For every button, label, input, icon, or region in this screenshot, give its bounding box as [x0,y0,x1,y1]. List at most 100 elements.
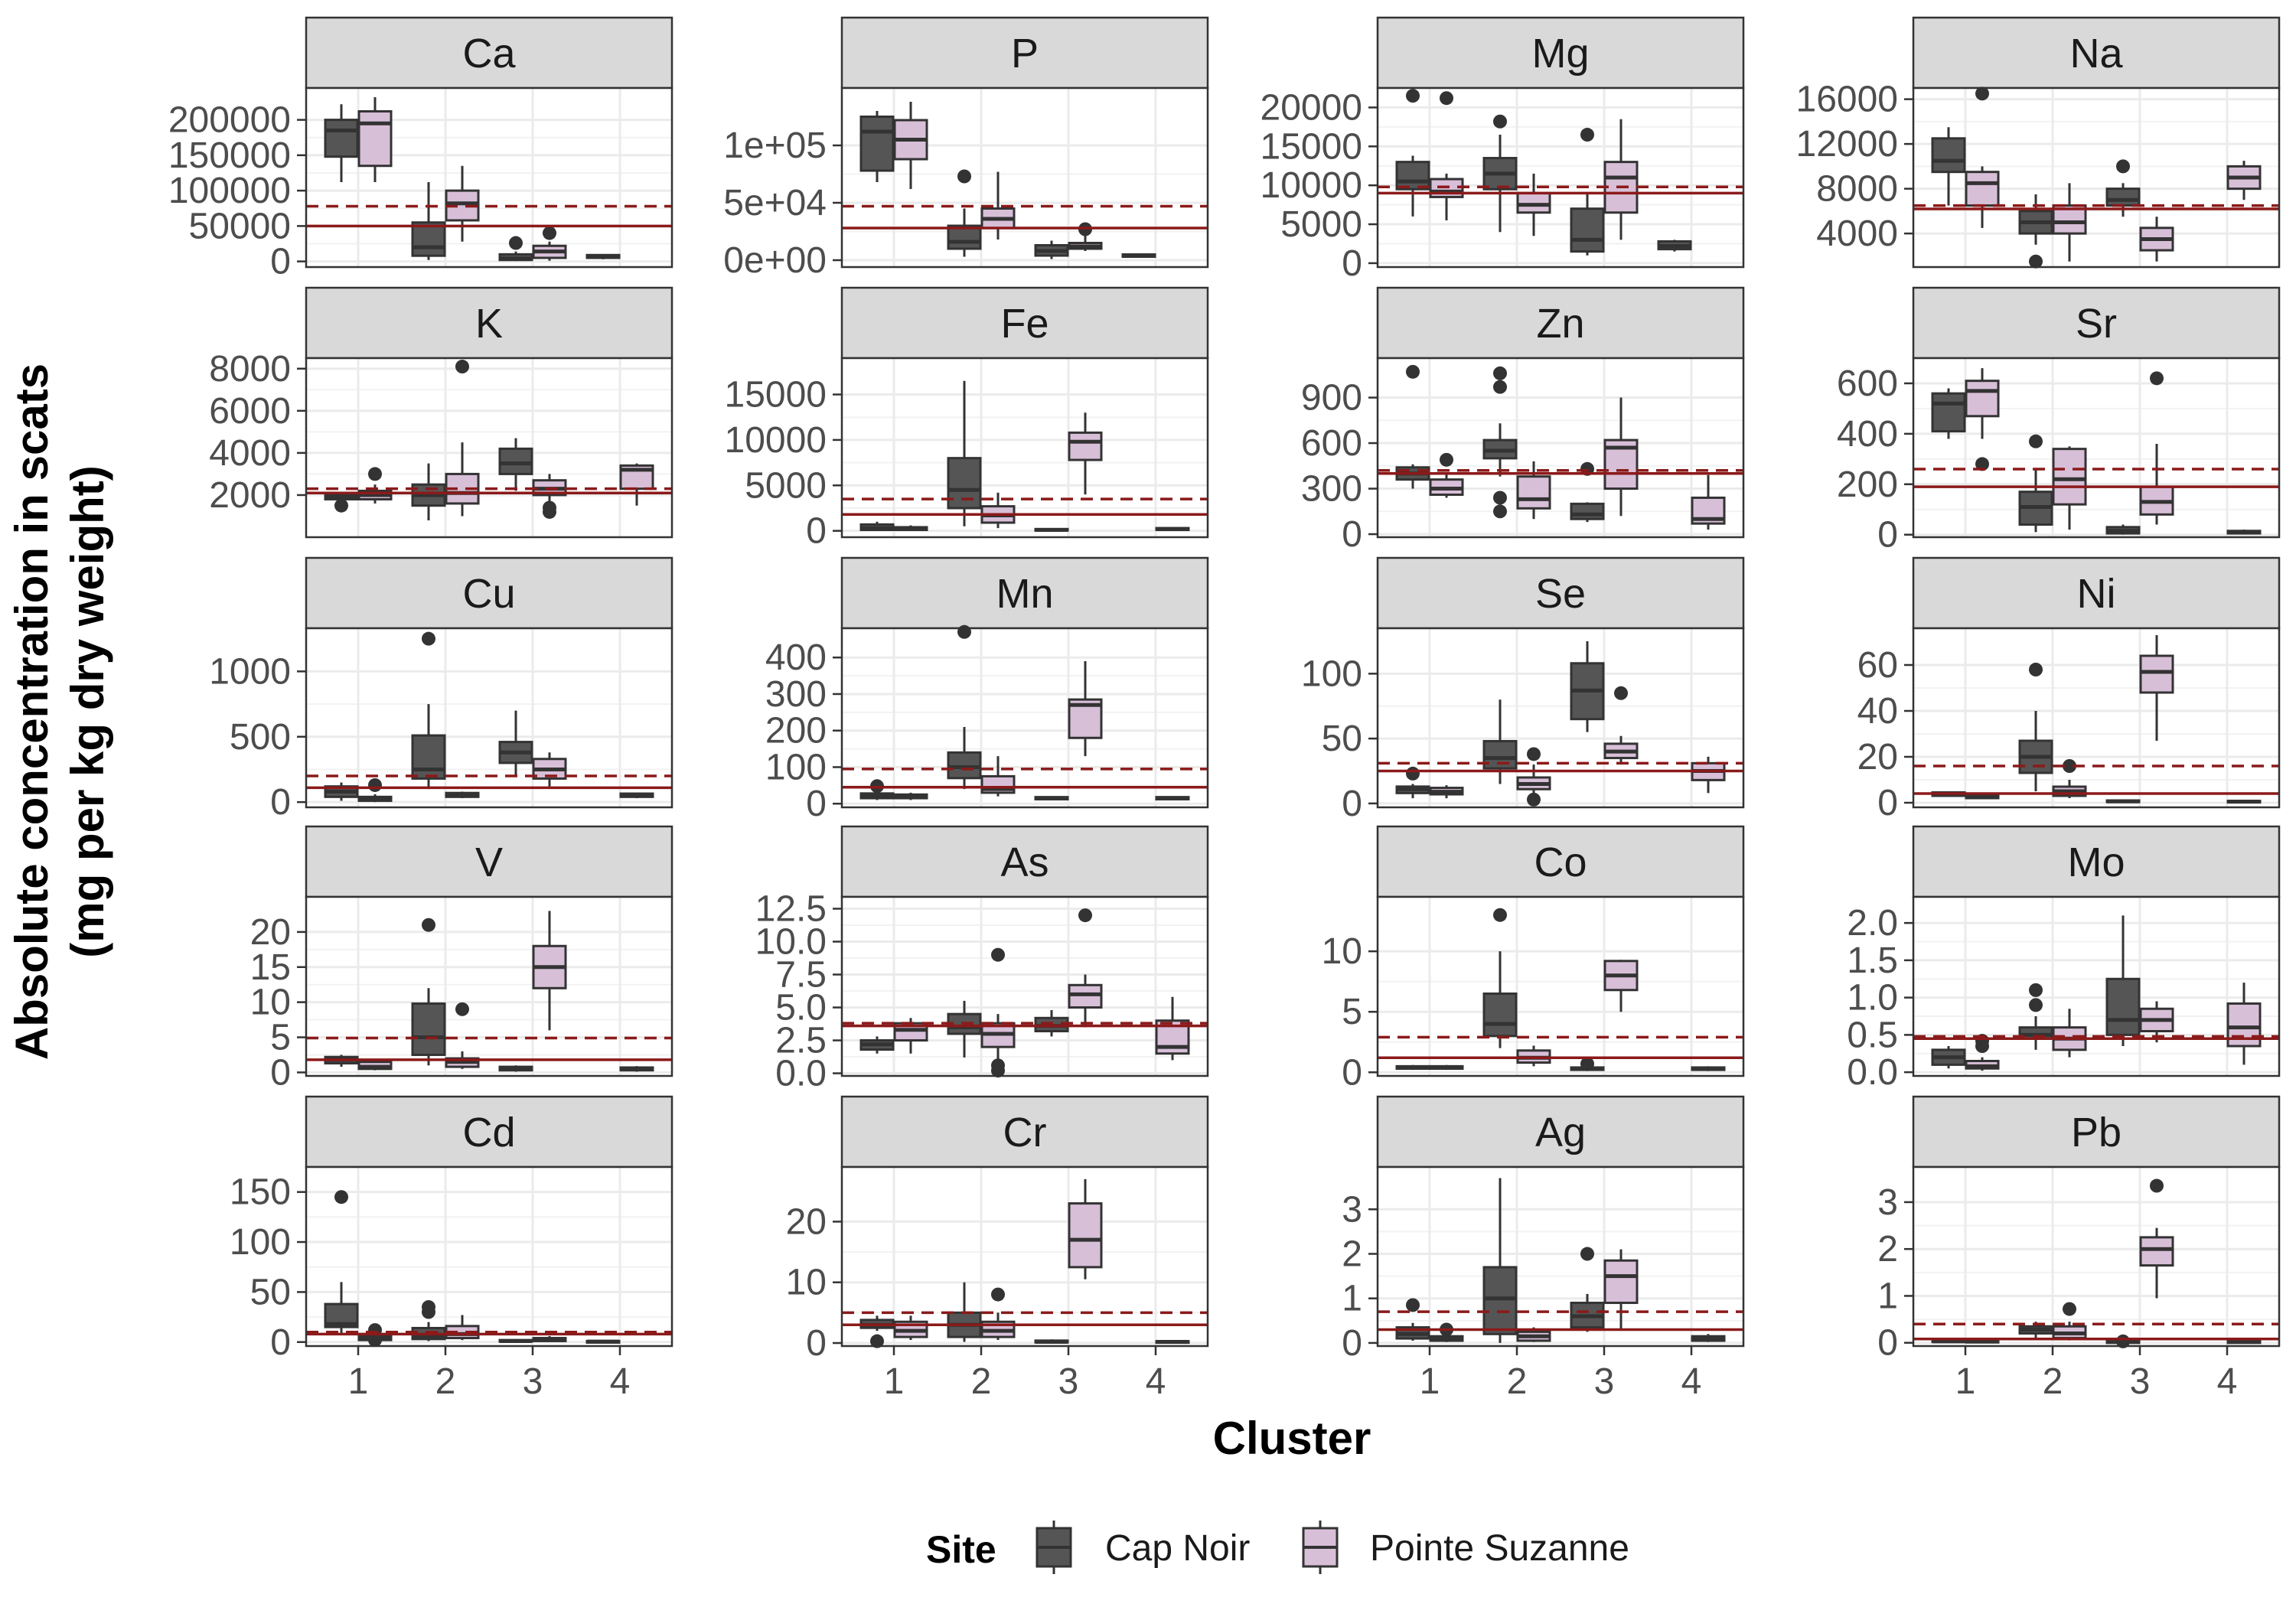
y-tick-label: 1000 [209,651,291,692]
y-tick-label: 10 [250,983,291,1023]
outlier-point [1493,908,1507,922]
y-tick-label: 0.0 [775,1054,827,1094]
y-tick-label: 5 [270,1018,291,1058]
box-sr-cluster2-pointe-suzanne [2052,446,2087,530]
y-tick-label: 8000 [209,349,291,390]
plot-area-mn [842,628,1208,807]
plot-area-co [1378,897,1743,1076]
panel-border [1912,86,2281,269]
box-mn-cluster1-pointe-suzanne [893,792,928,800]
y-tick-label: 0 [1342,1323,1362,1364]
box-body [947,224,982,250]
box-body [2139,1236,2174,1267]
strip-label-mo: Mo [2067,839,2125,885]
box-mg-cluster1-cap-noir [1395,89,1430,217]
box-mn-cluster3-pointe-suzanne [1068,660,1103,757]
strip-label-cd: Cd [462,1110,515,1156]
plot-area-mo [1913,897,2279,1076]
box-body [1931,392,1966,433]
panel-border [1376,627,1745,809]
y-tick-label: 600 [1301,423,1362,464]
y-tick-label: 0 [1877,1323,1898,1364]
outlier-point [422,1305,435,1319]
strip-label-pb: Pb [2071,1110,2122,1156]
panel-border [1912,1165,2281,1348]
outlier-point [2063,759,2076,773]
y-tick-label: 0 [806,511,827,552]
outlier-point [1580,1247,1594,1261]
y-tick-label: 10 [1322,931,1362,972]
outlier-point [1078,908,1092,923]
box-sr-cluster3-cap-noir [2105,524,2141,535]
y-tick-label: 4000 [209,433,291,474]
outlier-point [991,1287,1005,1302]
box-ca-cluster3-cap-noir [498,236,533,262]
outlier-point [2029,663,2043,676]
y-tick-label: 5.0 [775,988,827,1028]
box-pb-cluster2-pointe-suzanne [2052,1302,2087,1341]
plot-area-ni [1913,628,2279,807]
outlier-point [1440,91,1453,106]
box-ni-cluster2-pointe-suzanne [2052,759,2087,798]
panel-border [1912,357,2281,539]
strip-label-v: V [475,839,503,885]
box-pb-cluster4-pointe-suzanne [2226,1339,2262,1345]
outlier-point [1493,366,1507,380]
box-body [498,447,533,475]
box-body [324,119,359,158]
box-zn-cluster3-pointe-suzanne [1603,397,1639,517]
box-se-cluster3-pointe-suzanne [1603,686,1639,765]
box-co-cluster2-cap-noir [1482,908,1518,1048]
y-tick-label: 300 [765,674,827,715]
box-fe-cluster4-pointe-suzanne [1155,526,1190,531]
box-co-cluster3-pointe-suzanne [1603,960,1639,1012]
box-p-cluster3-cap-noir [1034,240,1069,259]
y-tick-label: 1 [1342,1279,1362,1319]
box-cu-cluster4-pointe-suzanne [619,792,654,799]
y-tick-label: 600 [1837,363,1898,404]
panel-border [305,357,673,539]
outlier-point [368,777,382,792]
y-tick-label: 400 [765,637,827,678]
y-tick-label: 0 [1877,515,1898,556]
y-tick-label: 0 [270,782,291,823]
box-mn-cluster2-cap-noir [947,624,982,790]
y-tick-label: 5 [1342,992,1362,1032]
outlier-point [1580,1057,1594,1071]
y-tick-label: 1.0 [1847,978,1898,1019]
outlier-point [334,498,348,513]
box-cr-cluster3-pointe-suzanne [1068,1178,1103,1279]
box-na-cluster3-pointe-suzanne [2139,217,2174,262]
panel-border [1912,627,2281,809]
panel-cr: Cr 0 10 20 1 2 3 4 [786,1095,1209,1402]
y-tick-label: 150 [230,1172,291,1213]
box-se-cluster2-cap-noir [1482,699,1518,784]
box-sr-cluster4-pointe-suzanne [2226,530,2262,535]
x-tick-label: 1 [1420,1361,1440,1402]
box-ni-cluster3-cap-noir [2105,799,2141,804]
box-cu-cluster2-cap-noir [411,631,446,790]
panel-pb: Pb 0 1 2 3 1 2 3 4 [1877,1095,2281,1402]
box-body [1570,502,1605,520]
box-cu-cluster3-cap-noir [498,710,533,777]
y-tick-label: 150000 [168,135,291,176]
y-tick-label: 0 [1342,243,1362,284]
x-tick-label: 2 [435,1361,456,1402]
box-body [1965,380,2000,418]
plot-area-mg [1378,88,1743,267]
outlier-point [957,624,971,639]
outlier-point [1493,504,1507,519]
strip-label-co: Co [1534,839,1587,885]
strip-cu [305,556,673,630]
outlier-point [2029,998,2043,1012]
y-tick-label: 100000 [168,171,291,211]
y-tick-label: 5e+04 [723,183,827,223]
outlier-point [1440,452,1453,467]
panel-as: As 0.02.55.07.510.012.5 [755,825,1209,1094]
legend-title: Site [926,1528,996,1571]
y-tick-label: 20 [250,912,291,953]
box-fe-cluster1-cap-noir [859,521,895,531]
